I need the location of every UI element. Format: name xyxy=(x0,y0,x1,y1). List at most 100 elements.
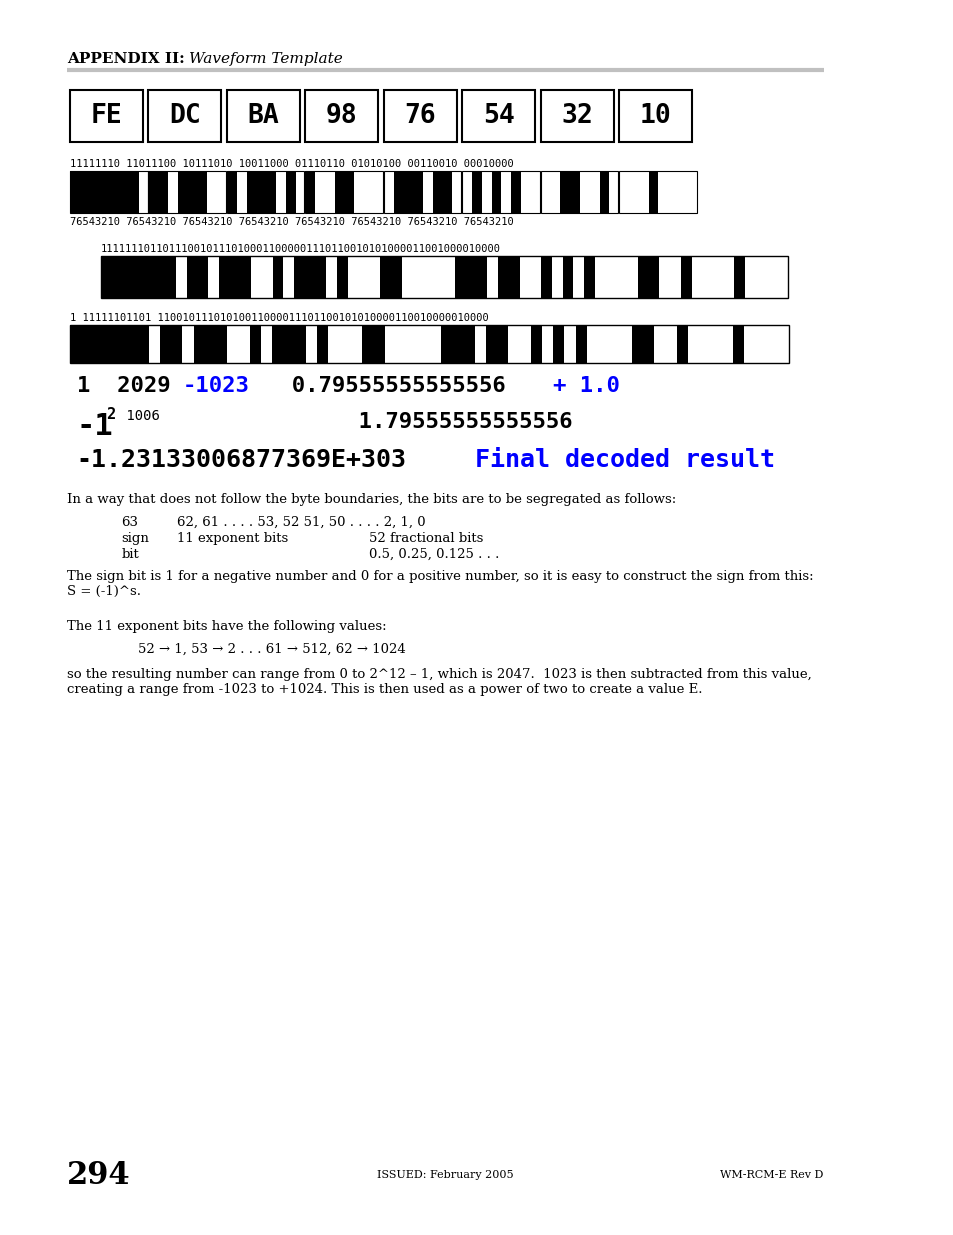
Bar xyxy=(171,325,182,363)
Bar xyxy=(379,256,391,298)
Bar xyxy=(70,325,788,363)
Bar xyxy=(530,256,540,298)
Bar xyxy=(691,256,701,298)
Bar xyxy=(286,170,295,212)
Bar xyxy=(104,325,115,363)
Bar xyxy=(364,170,374,212)
Bar xyxy=(283,256,294,298)
Bar xyxy=(598,170,609,212)
Bar xyxy=(154,256,165,298)
Bar xyxy=(205,325,216,363)
Text: 52 fractional bits: 52 fractional bits xyxy=(369,532,483,545)
Bar xyxy=(90,170,99,212)
Bar xyxy=(676,325,687,363)
Bar xyxy=(176,256,187,298)
Text: sign: sign xyxy=(121,532,149,545)
Bar xyxy=(158,170,168,212)
Bar xyxy=(294,325,306,363)
Bar xyxy=(509,256,519,298)
Bar xyxy=(99,170,110,212)
Bar xyxy=(369,256,379,298)
Bar xyxy=(383,170,394,212)
Text: -1023: -1023 xyxy=(183,375,250,396)
Bar xyxy=(305,170,382,212)
Bar xyxy=(433,170,442,212)
Bar xyxy=(422,256,434,298)
Bar xyxy=(272,325,283,363)
Bar xyxy=(474,325,485,363)
Bar xyxy=(744,256,755,298)
Bar xyxy=(570,170,579,212)
Bar xyxy=(755,325,766,363)
Bar xyxy=(618,170,696,212)
Bar xyxy=(315,256,326,298)
Bar xyxy=(216,325,227,363)
Text: 1 11111101101 11001011101010011000011101100101010000110010000010000: 1 11111101101 11001011101010011000011101… xyxy=(70,312,488,324)
Bar xyxy=(230,256,240,298)
Bar xyxy=(238,325,250,363)
Text: ISSUED: February 2005: ISSUED: February 2005 xyxy=(376,1170,514,1179)
Bar xyxy=(168,170,177,212)
Bar xyxy=(306,325,317,363)
Bar xyxy=(511,170,520,212)
Text: 0.79555555555556: 0.79555555555556 xyxy=(265,375,518,396)
Bar xyxy=(219,256,230,298)
Bar xyxy=(227,90,299,142)
Bar xyxy=(540,256,552,298)
Bar xyxy=(110,170,119,212)
Bar xyxy=(605,256,616,298)
Bar xyxy=(444,256,455,298)
Text: WM-RCM-E Rev D: WM-RCM-E Rev D xyxy=(720,1170,822,1179)
Bar xyxy=(412,256,422,298)
Bar xyxy=(519,325,530,363)
Bar xyxy=(112,256,122,298)
Bar xyxy=(648,170,658,212)
Bar xyxy=(658,170,667,212)
Bar xyxy=(626,256,638,298)
Bar xyxy=(250,325,261,363)
Bar xyxy=(305,256,315,298)
Text: 11111110 11011100 10111010 10011000 01110110 01010100 00110010 00010000: 11111110 11011100 10111010 10011000 0111… xyxy=(70,159,514,169)
Bar xyxy=(472,170,481,212)
Bar xyxy=(541,325,553,363)
Bar xyxy=(462,170,539,212)
Bar xyxy=(497,325,508,363)
Bar xyxy=(743,325,755,363)
Bar xyxy=(609,170,618,212)
Bar xyxy=(373,325,384,363)
Bar xyxy=(465,256,476,298)
Text: DC: DC xyxy=(169,103,200,128)
Bar xyxy=(429,325,440,363)
Bar xyxy=(391,256,401,298)
Bar xyxy=(80,170,90,212)
Bar xyxy=(579,170,589,212)
Bar xyxy=(712,256,723,298)
Bar xyxy=(497,256,509,298)
Text: 1006: 1006 xyxy=(117,409,159,424)
Bar xyxy=(273,256,283,298)
Bar xyxy=(699,325,710,363)
Bar xyxy=(680,256,691,298)
Bar xyxy=(92,325,104,363)
Bar xyxy=(777,256,787,298)
Text: + 1.0: + 1.0 xyxy=(553,375,619,396)
Bar xyxy=(384,325,395,363)
Bar xyxy=(348,256,358,298)
Bar xyxy=(115,325,126,363)
Bar xyxy=(262,256,273,298)
Text: 76543210 76543210 76543210 76543210 76543210 76543210 76543210 76543210: 76543210 76543210 76543210 76543210 7654… xyxy=(70,217,514,227)
Bar xyxy=(648,256,659,298)
Text: APPENDIX II:: APPENDIX II: xyxy=(67,52,185,65)
Bar xyxy=(395,325,407,363)
Bar xyxy=(616,256,626,298)
Bar xyxy=(275,170,286,212)
Bar xyxy=(540,90,613,142)
Text: 11 exponent bits: 11 exponent bits xyxy=(177,532,289,545)
Bar xyxy=(638,256,648,298)
Text: Final decoded result: Final decoded result xyxy=(444,448,774,472)
Bar xyxy=(434,256,444,298)
Bar xyxy=(240,256,251,298)
Text: Waveform Template: Waveform Template xyxy=(189,52,342,65)
Bar xyxy=(403,170,413,212)
Text: bit: bit xyxy=(121,548,139,561)
